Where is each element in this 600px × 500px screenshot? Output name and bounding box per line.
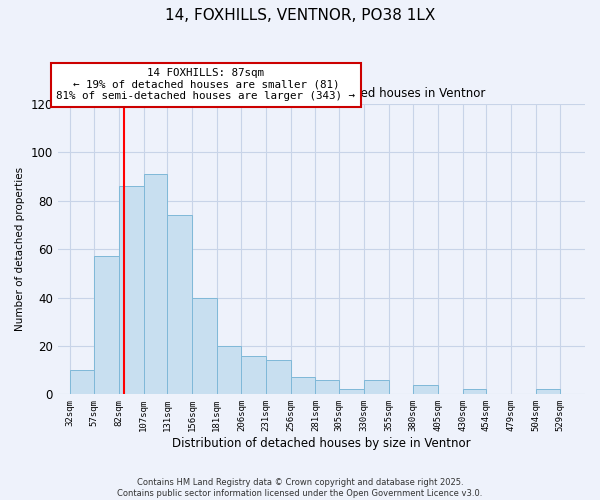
Title: Size of property relative to detached houses in Ventnor: Size of property relative to detached ho… (158, 87, 485, 100)
Bar (316, 380, 339, 394)
Bar (291, 378, 316, 394)
Bar (536, 390, 560, 394)
Bar (217, 346, 241, 395)
Bar (463, 390, 486, 394)
Bar (413, 384, 438, 394)
Text: 14 FOXHILLS: 87sqm
← 19% of detached houses are smaller (81)
81% of semi-detache: 14 FOXHILLS: 87sqm ← 19% of detached hou… (56, 68, 355, 102)
Text: 14, FOXHILLS, VENTNOR, PO38 1LX: 14, FOXHILLS, VENTNOR, PO38 1LX (165, 8, 435, 22)
Text: Contains HM Land Registry data © Crown copyright and database right 2025.
Contai: Contains HM Land Registry data © Crown c… (118, 478, 482, 498)
Bar (119, 186, 143, 394)
Bar (339, 390, 364, 394)
Bar (70, 370, 94, 394)
Bar (143, 174, 167, 394)
Y-axis label: Number of detached properties: Number of detached properties (15, 167, 25, 331)
Bar (241, 356, 266, 395)
X-axis label: Distribution of detached houses by size in Ventnor: Distribution of detached houses by size … (172, 437, 471, 450)
Bar (266, 360, 291, 394)
Bar (94, 256, 119, 394)
Bar (364, 380, 389, 394)
Bar (192, 298, 217, 394)
Bar (167, 215, 192, 394)
